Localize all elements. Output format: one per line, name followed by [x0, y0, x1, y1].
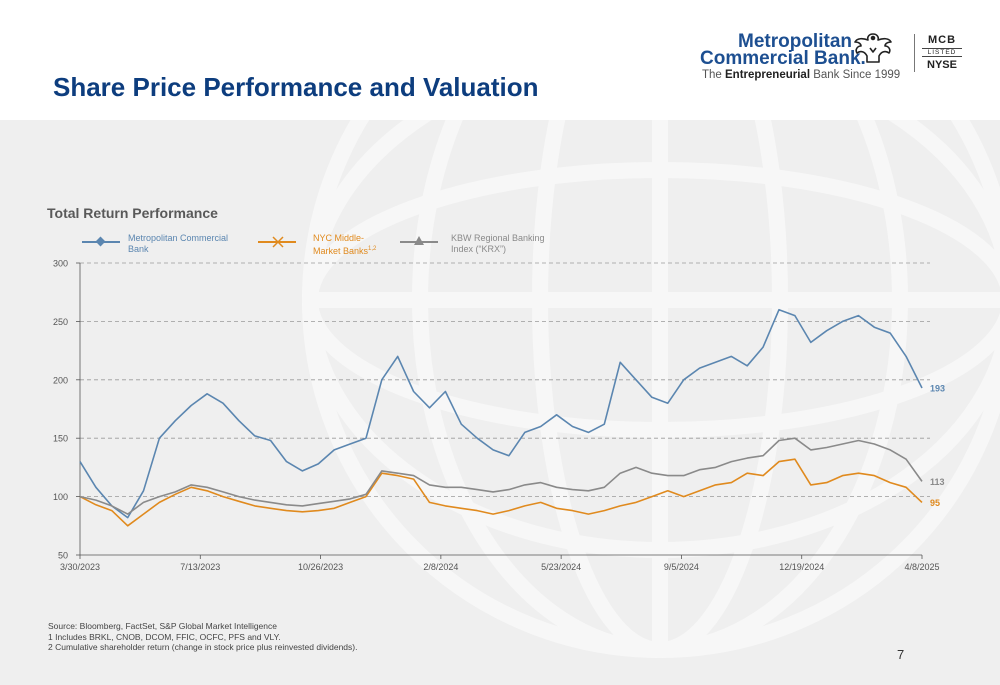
y-tick-label: 150	[53, 434, 68, 444]
nyse-listing-badge: MCB LISTED NYSE	[922, 34, 962, 71]
x-tick-label: 3/30/2023	[60, 562, 100, 572]
header-band	[0, 0, 1000, 120]
logo-tagline: The Entrepreneurial Bank Since 1999	[702, 69, 901, 81]
x-tick-label: 12/19/2024	[779, 562, 824, 572]
series-line	[79, 458, 923, 527]
logo-name-line2: Commercial Bank.	[700, 48, 866, 69]
eagle-emblem-icon	[854, 33, 892, 63]
x-tick-label: 10/26/2023	[298, 562, 343, 572]
listing-ticker: MCB	[927, 34, 957, 46]
footnote-2: 2 Cumulative shareholder return (change …	[48, 642, 358, 652]
chart-title: Total Return Performance	[47, 205, 218, 221]
listing-exchange: NYSE	[927, 59, 957, 71]
footnote-1: 1 Includes BRKL, CNOB, DCOM, FFIC, OCFC,…	[48, 631, 281, 642]
listing-listed: LISTED	[922, 48, 962, 57]
y-tick-label: 100	[53, 492, 68, 502]
y-tick-label: 50	[58, 551, 68, 561]
series-line	[79, 308, 923, 519]
total-return-line-chart: 50 100 150 200 250 300 3/30/2023 7/13/2023 10/26…	[53, 259, 945, 573]
page-number: 7	[897, 647, 905, 662]
footnotes: Source: Bloomberg, FactSet, S&P Global M…	[48, 621, 357, 653]
legend-label-kbw: KBW Regional Banking Index (“KRX”)	[451, 233, 545, 254]
x-tick-label: 5/23/2024	[541, 562, 581, 572]
page-title: Share Price Performance and Valuation	[53, 72, 539, 102]
series-line	[79, 437, 923, 515]
x-tick-label: 7/13/2023	[180, 562, 220, 572]
x-tick-label: 2/8/2024	[423, 562, 458, 572]
logo-name-line1: Metropolitan	[738, 31, 852, 52]
y-tick-label: 200	[53, 375, 68, 385]
footnote-source: Source: Bloomberg, FactSet, S&P Global M…	[48, 621, 277, 631]
series-end-label: 113	[930, 477, 945, 487]
logo-divider	[914, 34, 915, 72]
legend-label-mcb: Metropolitan Commercial Bank	[128, 233, 229, 254]
series-end-label: 95	[930, 498, 940, 508]
x-tick-label: 9/5/2024	[664, 562, 699, 572]
y-tick-label: 250	[53, 317, 68, 327]
y-tick-label: 300	[53, 259, 68, 269]
series-end-label: 193	[930, 383, 945, 393]
x-tick-label: 4/8/2025	[904, 562, 939, 572]
company-logo: Metropolitan Commercial Bank. The Entrep…	[700, 26, 970, 86]
legend-label-nyc: NYC Middle- Market Banks1,2	[313, 233, 377, 256]
